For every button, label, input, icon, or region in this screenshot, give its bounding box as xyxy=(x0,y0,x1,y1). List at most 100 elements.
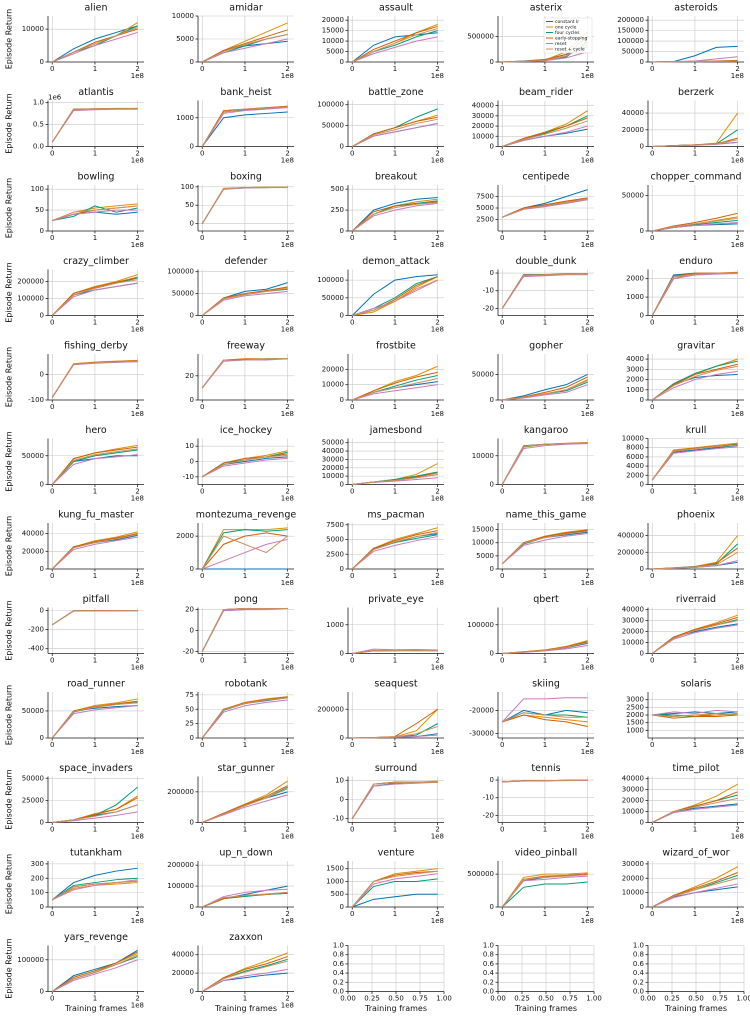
y-tick-label: 10000 xyxy=(472,539,494,547)
x-tick-label: 2 xyxy=(285,65,289,73)
x-tick-label: 2 xyxy=(435,657,439,665)
y-tick-label: 100000 xyxy=(317,101,344,109)
x-tick-label: 0 xyxy=(350,319,354,327)
series-line xyxy=(201,453,288,478)
x-offset-label: 1e8 xyxy=(431,917,444,925)
series-line xyxy=(652,712,738,718)
y-tick-label: 50 xyxy=(185,705,194,713)
y-tick-label: 0 xyxy=(490,396,494,404)
y-tick-label: 20000 xyxy=(472,122,494,130)
y-tick-label: 1000 xyxy=(626,386,644,394)
y-tick-label: 0 xyxy=(40,903,44,911)
x-tick-label: 1 xyxy=(243,657,247,665)
y-tick-label: 10000 xyxy=(622,889,644,897)
y-axis-label: Episode Return xyxy=(5,9,14,70)
y-tick-label: 0 xyxy=(340,227,344,235)
panel-title: up_n_down xyxy=(219,848,272,859)
x-tick-label: 2 xyxy=(435,234,439,242)
x-tick-label: 1 xyxy=(93,826,97,834)
x-tick-label: 1 xyxy=(243,826,247,834)
x-tick-label: 2 xyxy=(435,572,439,580)
panel-title: bowling xyxy=(78,172,115,183)
y-tick-label: 7500 xyxy=(476,193,494,201)
series-line xyxy=(501,442,588,485)
y-tick-label: 1000 xyxy=(176,114,194,122)
y-tick-label: 0 xyxy=(340,312,344,320)
x-tick-label: 0 xyxy=(50,572,54,580)
series-line xyxy=(502,198,588,218)
x-tick-label: 1 xyxy=(693,150,697,158)
series-line xyxy=(52,880,138,901)
x-tick-label: 1 xyxy=(93,572,97,580)
y-tick-label: 100 xyxy=(181,183,194,191)
x-offset-label: 1e8 xyxy=(281,748,294,756)
y-tick-label: 25 xyxy=(185,720,194,728)
series-line xyxy=(502,779,588,783)
x-tick-label: 0.75 xyxy=(712,995,728,1003)
series-line xyxy=(201,608,288,652)
x-tick-label: 1 xyxy=(243,150,247,158)
y-tick-label: 0 xyxy=(640,481,644,489)
y-tick-label: 10000 xyxy=(22,25,44,33)
y-tick-label: 50000 xyxy=(22,774,44,782)
x-offset-label: 1e8 xyxy=(131,72,144,80)
panel-title: wizard_of_wor xyxy=(662,848,729,859)
x-offset-label: 1e8 xyxy=(131,579,144,587)
y-tick-label: 1.0 xyxy=(633,942,644,950)
y-tick-label: 0 xyxy=(40,227,44,235)
y-tick-label: 0 xyxy=(490,903,494,911)
series-line xyxy=(201,535,288,570)
y-tick-label: 0 xyxy=(40,988,44,996)
x-tick-label: 0 xyxy=(500,572,504,580)
y-tick-label: 20000 xyxy=(322,464,344,472)
series-line xyxy=(202,968,288,992)
y-tick-label: 20 xyxy=(185,372,194,380)
y-tick-label: 10000 xyxy=(322,472,344,480)
x-tick-label: 0 xyxy=(500,234,504,242)
x-tick-label: 1 xyxy=(543,741,547,749)
y-tick-label: 10000 xyxy=(322,381,344,389)
y-tick-label: -20 xyxy=(483,304,494,312)
x-tick-label: 1 xyxy=(93,657,97,665)
series-line xyxy=(351,197,438,232)
x-offset-label: 1e8 xyxy=(431,157,444,165)
y-tick-label: 300 xyxy=(31,860,44,868)
series-line xyxy=(51,360,138,398)
y-tick-label: 0 xyxy=(490,481,494,489)
series-line xyxy=(202,960,288,992)
y-tick-label: 3000 xyxy=(626,365,644,373)
x-tick-label: 1 xyxy=(243,403,247,411)
x-tick-label: 1 xyxy=(693,910,697,918)
series-line xyxy=(651,446,738,481)
x-tick-label: 2 xyxy=(435,403,439,411)
series-line xyxy=(202,888,288,908)
y-tick-label: 2500 xyxy=(326,550,344,558)
y-tick-label: -10 xyxy=(333,815,344,823)
y-tick-label: 5000 xyxy=(476,552,494,560)
x-offset-label: 1e8 xyxy=(431,579,444,587)
x-tick-label: 2 xyxy=(135,910,139,918)
x-tick-label: 2 xyxy=(285,403,289,411)
x-tick-label: 2 xyxy=(735,657,739,665)
series-line xyxy=(201,358,288,389)
x-offset-label: 1e8 xyxy=(731,495,744,503)
series-line xyxy=(651,363,738,401)
panel-title: robotank xyxy=(225,679,268,690)
y-tick-label: 100 xyxy=(31,185,44,193)
x-tick-label: 2 xyxy=(135,826,139,834)
panel-title: alien xyxy=(85,3,108,14)
x-offset-label: 1e8 xyxy=(431,833,444,841)
y-tick-label: 40000 xyxy=(622,606,644,614)
x-tick-label: 0 xyxy=(350,826,354,834)
y-tick-label: 0.6 xyxy=(333,960,345,968)
series-line xyxy=(651,272,738,316)
x-tick-label: 0 xyxy=(200,403,204,411)
y-tick-label: 75 xyxy=(185,691,194,699)
series-line xyxy=(352,371,438,401)
y-tick-label: -30000 xyxy=(469,729,494,737)
y-tick-label: 0 xyxy=(40,819,44,827)
x-tick-label: 0 xyxy=(200,488,204,496)
series-line xyxy=(202,38,288,63)
x-offset-label: 1e8 xyxy=(131,1002,144,1010)
panel-title: space_invaders xyxy=(59,763,133,774)
